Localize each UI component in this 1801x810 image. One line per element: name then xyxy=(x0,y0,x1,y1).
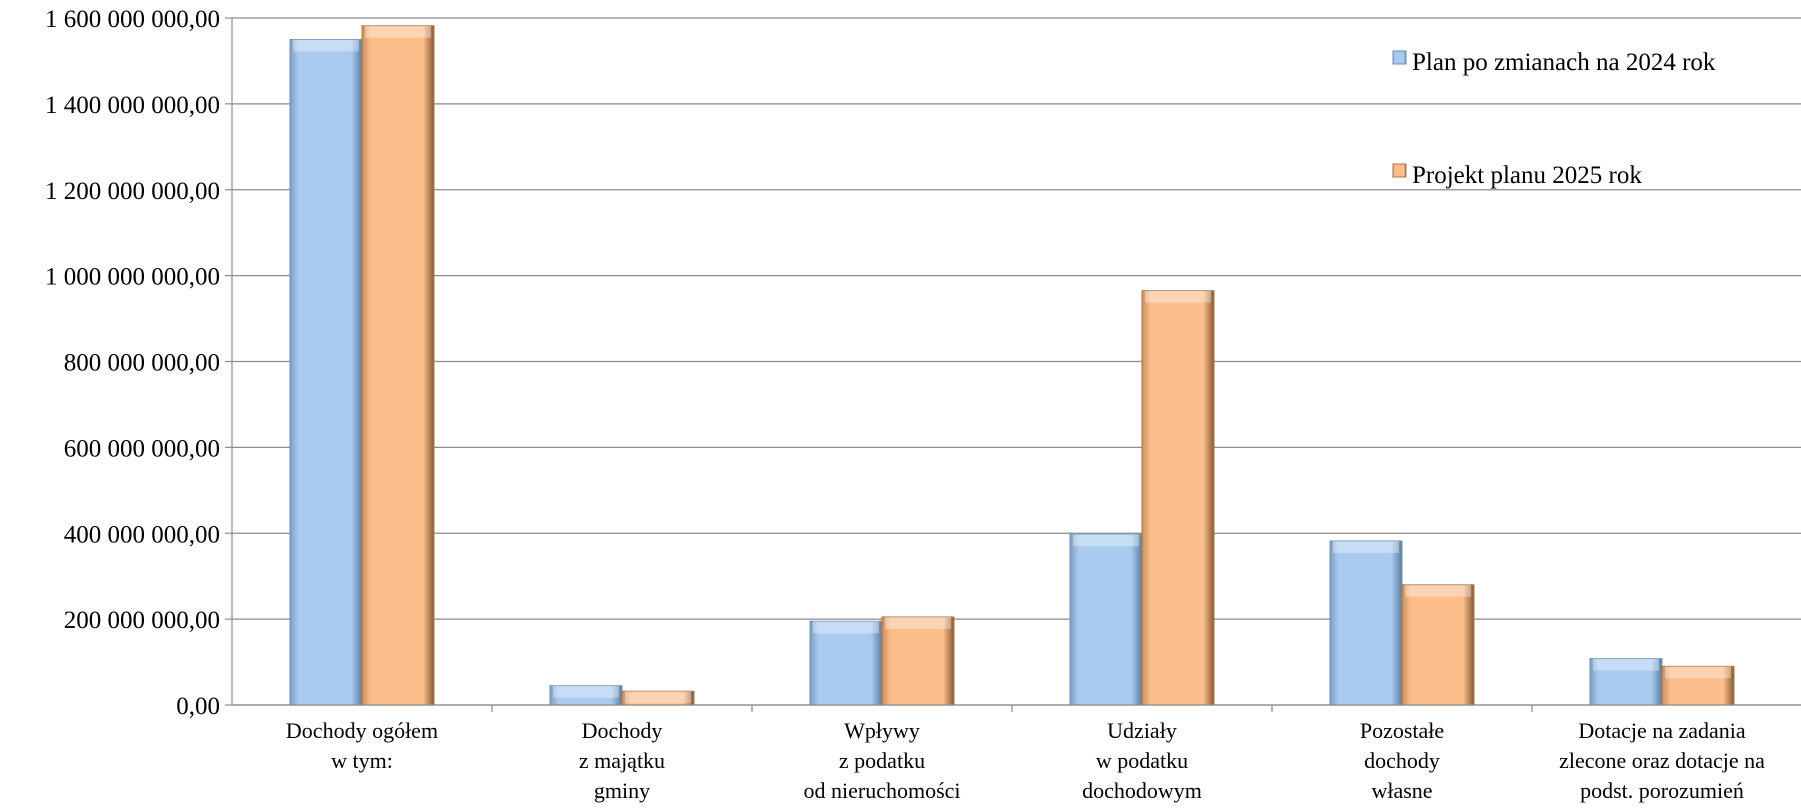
y-tick-label: 1 200 000 000,00 xyxy=(45,178,220,205)
y-tick-label: 800 000 000,00 xyxy=(64,350,220,377)
bar-plan-2024 xyxy=(1589,658,1663,706)
x-category-label-line: od nieruchomości xyxy=(803,778,960,803)
y-tick-label: 1 600 000 000,00 xyxy=(45,6,220,33)
legend-label: Projekt planu 2025 rok xyxy=(1412,162,1642,189)
x-axis-labels: Dochody ogółem w tym: Dochody z majątku gmin… xyxy=(286,718,1765,803)
x-category-label: Dotacje na zadania zlecone oraz dotacje n… xyxy=(1559,718,1765,803)
bar-projekt-2025 xyxy=(1401,584,1475,706)
x-category-label: Wpływy z podatku od nieruchomości xyxy=(803,718,960,803)
y-tick-label: 0,00 xyxy=(176,693,220,720)
bar-bevel xyxy=(885,616,951,629)
x-category-label-line: w podatku xyxy=(1096,748,1188,773)
bar-plan-2024 xyxy=(1329,540,1403,706)
bar-projekt-2025 xyxy=(1661,665,1735,706)
x-category-label-line: własne xyxy=(1371,778,1432,803)
bar-bevel xyxy=(1333,540,1399,553)
bar-bevel xyxy=(1145,290,1211,303)
x-category-label-line: z podatku xyxy=(839,748,925,773)
x-category-label-line: Dochody ogółem xyxy=(286,718,438,743)
x-category-label: Pozostałe dochody własne xyxy=(1360,718,1444,803)
bar-bevel xyxy=(625,691,691,704)
bar-bevel xyxy=(813,621,879,634)
y-tick-label: 600 000 000,00 xyxy=(64,435,220,462)
bar-bevel xyxy=(553,685,619,698)
bar-bevel xyxy=(1593,658,1659,671)
bar-plan-2024 xyxy=(809,620,883,706)
x-category-label-line: dochody xyxy=(1364,748,1440,773)
bar-bevel xyxy=(1073,534,1139,547)
bar-projekt-2025 xyxy=(361,25,435,706)
bar-plan-2024 xyxy=(1069,533,1143,706)
bar-projekt-2025 xyxy=(881,616,955,706)
bar-bevel xyxy=(293,39,359,52)
x-category-label-line: zlecone oraz dotacje na xyxy=(1559,748,1765,773)
x-category-label-line: podst. porozumień xyxy=(1580,778,1744,803)
legend-swatch xyxy=(1392,50,1407,65)
x-category-label-line: gminy xyxy=(594,778,650,803)
x-category-label-line: w tym: xyxy=(331,748,393,773)
x-category-label-line: Pozostałe xyxy=(1360,718,1444,743)
bars xyxy=(289,25,1735,706)
x-category-label: Dochody z majątku gminy xyxy=(579,718,665,803)
axes xyxy=(231,18,1801,712)
y-tick-label: 200 000 000,00 xyxy=(64,607,220,634)
x-category-label-line: z majątku xyxy=(579,748,665,773)
bar-bevel xyxy=(1665,666,1731,679)
y-tick-label: 1 400 000 000,00 xyxy=(45,92,220,119)
x-category-label: Udziały w podatku dochodowym xyxy=(1082,718,1202,803)
x-category-label-line: Udziały xyxy=(1107,718,1177,743)
x-category-label: Dochody ogółem w tym: xyxy=(286,718,438,773)
bar-plan-2024 xyxy=(289,38,363,706)
bar-bevel xyxy=(365,25,431,38)
grid-lines xyxy=(232,17,1801,706)
y-tick-label: 1 000 000 000,00 xyxy=(45,264,220,291)
legend: Plan po zmianach na 2024 rok Projekt plan… xyxy=(1392,49,1716,189)
y-tick-label: 400 000 000,00 xyxy=(64,521,220,548)
x-category-label-line: dochodowym xyxy=(1082,778,1202,803)
legend-swatch xyxy=(1392,163,1407,178)
y-axis-ticks: 0,00 200 000 000,00 400 000 000,00 600 000 … xyxy=(45,6,232,720)
legend-label: Plan po zmianach na 2024 rok xyxy=(1412,49,1716,76)
x-category-label-line: Dochody xyxy=(582,718,663,743)
bar-bevel xyxy=(1405,584,1471,597)
x-category-label-line: Dotacje na zadania xyxy=(1578,718,1746,743)
bar-projekt-2025 xyxy=(1141,290,1215,706)
x-category-label-line: Wpływy xyxy=(844,718,920,743)
